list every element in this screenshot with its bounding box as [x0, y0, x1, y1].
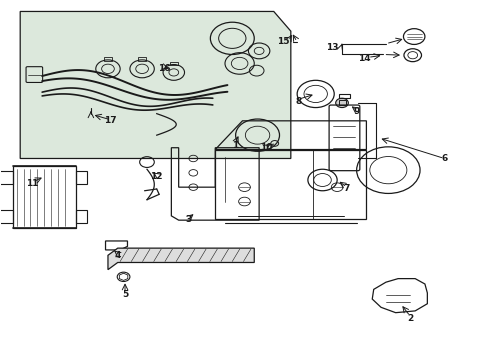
Bar: [169, 62, 177, 65]
Polygon shape: [20, 12, 290, 158]
Bar: [138, 57, 146, 60]
Text: 1: 1: [231, 141, 237, 150]
Text: 3: 3: [185, 215, 191, 224]
Bar: [13, 166, 76, 228]
Text: 13: 13: [325, 43, 338, 52]
Text: 11: 11: [26, 179, 39, 188]
Text: 7: 7: [343, 184, 349, 193]
Circle shape: [335, 98, 347, 108]
Text: 9: 9: [353, 107, 359, 116]
Bar: [76, 171, 87, 184]
Text: 16: 16: [158, 64, 170, 73]
Text: 6: 6: [440, 154, 447, 163]
Text: 8: 8: [294, 96, 301, 105]
Bar: [0, 171, 13, 184]
Text: 15: 15: [277, 37, 289, 46]
Text: 2: 2: [407, 314, 412, 323]
Bar: [76, 211, 87, 223]
Bar: [104, 57, 112, 60]
Text: 10: 10: [260, 143, 272, 152]
Bar: [0, 211, 13, 223]
Bar: [338, 100, 345, 105]
Polygon shape: [108, 248, 254, 270]
Text: 12: 12: [150, 172, 163, 181]
Bar: [338, 94, 349, 98]
Text: 14: 14: [357, 54, 369, 63]
Text: 4: 4: [114, 251, 121, 260]
Text: 5: 5: [122, 290, 128, 299]
Text: 17: 17: [104, 116, 117, 125]
